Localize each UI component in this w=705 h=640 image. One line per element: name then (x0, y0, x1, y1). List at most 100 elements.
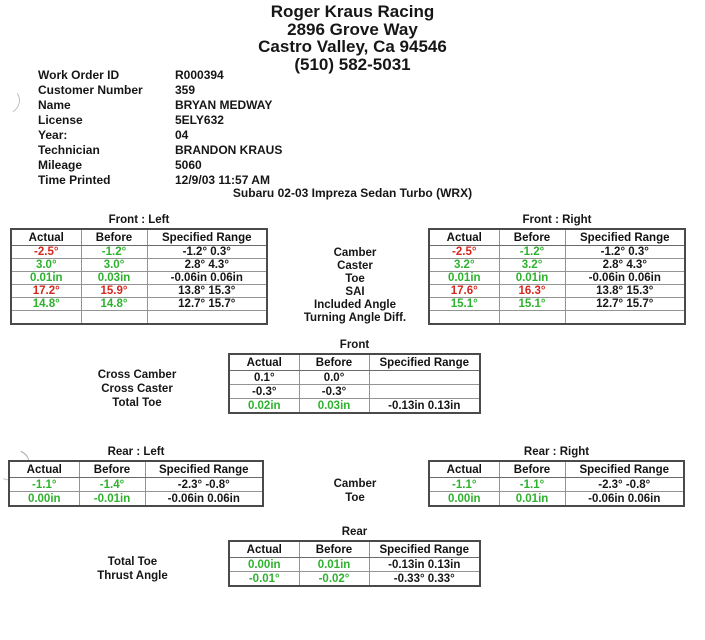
table-cell: -0.3° (298, 384, 370, 399)
table-row: 14.8° 14.8° 12.7° 15.7° (10, 297, 268, 311)
scan-artifact (0, 82, 23, 118)
table-row: 0.01in 0.01in -0.06in 0.06in (428, 271, 686, 285)
table-header-row: Actual Before Specified Range (228, 353, 481, 371)
table-row: 0.02in 0.03in -0.13in 0.13in (228, 398, 481, 414)
value-cell: 3.2° (453, 259, 475, 271)
table-cell: 3.2° (498, 258, 566, 272)
value-cell: -2.5° (34, 246, 59, 258)
column-header-actual: Actual (10, 228, 82, 246)
table-row: 0.00in 0.01in -0.13in 0.13in (228, 557, 481, 572)
value-cell: -2.5° (452, 246, 477, 258)
table-cell: -1.4° (78, 477, 146, 492)
table-cell: -0.01° (228, 571, 300, 587)
report-header: Roger Kraus Racing 2896 Grove Way Castro… (0, 3, 705, 73)
value-cell: -1.2° 0.3° (182, 246, 231, 258)
value-cell: -0.06in 0.06in (170, 272, 243, 284)
table-cell: 13.8° 15.3° (564, 284, 686, 298)
column-header-specified-range: Specified Range (564, 228, 686, 246)
value-cell: 16.3° (518, 285, 546, 297)
work-order-row: Time Printed 12/9/03 11:57 AM (38, 172, 368, 187)
table-cell: -0.33° 0.33° (368, 571, 481, 587)
table-cell: 0.00in (228, 557, 300, 572)
field-value: R000394 (175, 67, 224, 82)
column-header-actual: Actual (228, 353, 300, 371)
value-cell: 14.8° (100, 298, 128, 310)
table-cell: -2.3° -0.8° (144, 477, 264, 492)
table-cell: 2.8° 4.3° (564, 258, 686, 272)
value-cell: 0.03in (317, 399, 351, 412)
measurement-label: Turning Angle Diff. (303, 312, 407, 324)
table-header-row: Actual Before Specified Range (228, 540, 481, 558)
table-row (10, 310, 268, 325)
column-header-specified-range: Specified Range (146, 228, 268, 246)
value-cell: 0.01in (515, 492, 549, 505)
measurement-label: Total Toe (107, 556, 158, 568)
value-cell: 0.02in (247, 399, 281, 412)
measurement-label: Total Toe (112, 397, 162, 409)
field-label: Technician (38, 142, 100, 157)
work-order-row: Year: 04 (38, 127, 368, 142)
value-cell: 14.8° (32, 298, 60, 310)
table-cell: 0.01in (498, 271, 566, 285)
value-cell: 2.8° 4.3° (602, 259, 647, 271)
field-value: 359 (175, 82, 196, 97)
column-header-before: Before (298, 353, 370, 371)
value-cell: 0.01in (29, 272, 63, 284)
value-cell: -1.1° (519, 478, 545, 491)
work-order-row: Name BRYAN MEDWAY (38, 97, 368, 112)
value-cell: -1.1° (452, 478, 477, 491)
table-cell: -1.1° (428, 477, 500, 492)
measurement-label: Cross Caster (101, 383, 173, 395)
table-row: 3.0° 3.0° 2.8° 4.3° (10, 258, 268, 272)
column-header-before: Before (80, 228, 148, 246)
column-header-specified-range: Specified Range (368, 353, 481, 371)
table-cell: 3.0° (10, 258, 82, 272)
table-header-row: Actual Before Specified Range (428, 460, 685, 478)
table-cell: 14.8° (10, 297, 82, 311)
table-cell: -1.1° (498, 477, 566, 492)
column-header-specified-range: Specified Range (144, 460, 264, 478)
field-label: Mileage (38, 157, 83, 172)
value-cell: 2.8° 4.3° (184, 259, 229, 271)
table-row: -1.1° -1.1° -2.3° -0.8° (428, 477, 685, 492)
column-header-before: Before (78, 460, 146, 478)
table-row: 0.01in 0.03in -0.06in 0.06in (10, 271, 268, 285)
table-cell: 0.0° (298, 370, 370, 385)
measurement-label: Camber (333, 478, 377, 490)
table-cell: -1.2° 0.3° (146, 245, 268, 259)
table-cell: -0.06in 0.06in (564, 491, 685, 507)
table-cell: -0.06in 0.06in (146, 271, 268, 285)
rear-cross-title: Rear (341, 526, 368, 538)
work-order-row: Technician BRANDON KRAUS (38, 142, 368, 157)
table-cell: 0.01in (10, 271, 82, 285)
front-left-title: Front : Left (108, 214, 170, 226)
table-cell: 0.01in (428, 271, 500, 285)
value-cell: -0.06in 0.06in (588, 492, 661, 505)
table-cell: -1.2° (80, 245, 148, 259)
table-row: 17.2° 15.9° 13.8° 15.3° (10, 284, 268, 298)
column-header-before: Before (298, 540, 370, 558)
measurement-label: Camber (333, 247, 377, 259)
value-cell: 0.00in (447, 492, 481, 505)
value-cell: 0.0° (323, 371, 345, 384)
table-cell (428, 310, 500, 325)
column-header-before: Before (498, 228, 566, 246)
value-cell: -0.13in 0.13in (388, 399, 461, 412)
rear-right-section: Rear : Right Actual Before Specified Ran… (428, 446, 685, 507)
table-cell: 0.1° (228, 370, 300, 385)
value-cell: -0.06in 0.06in (167, 492, 240, 505)
rear-measurement-labels: Camber Toe (280, 477, 430, 505)
table-cell: -0.06in 0.06in (144, 491, 264, 507)
phone-number: (510) 582-5031 (294, 54, 411, 74)
field-label: Name (38, 97, 71, 112)
value-cell: -1.4° (99, 478, 125, 491)
rear-cross-table: Actual Before Specified Range 0.00in 0.01… (228, 540, 481, 587)
work-order-row: License 5ELY632 (38, 112, 368, 127)
value-cell: 17.6° (450, 285, 478, 297)
vehicle-title: Subaru 02-03 Impreza Sedan Turbo (WRX) (232, 186, 473, 200)
table-cell: -1.2° (498, 245, 566, 259)
address-line1: 2896 Grove Way (287, 19, 418, 39)
table-cell: 0.02in (228, 398, 300, 414)
value-cell: 3.2° (521, 259, 543, 271)
front-right-section: Front : Right Actual Before Specified Ra… (428, 214, 686, 325)
